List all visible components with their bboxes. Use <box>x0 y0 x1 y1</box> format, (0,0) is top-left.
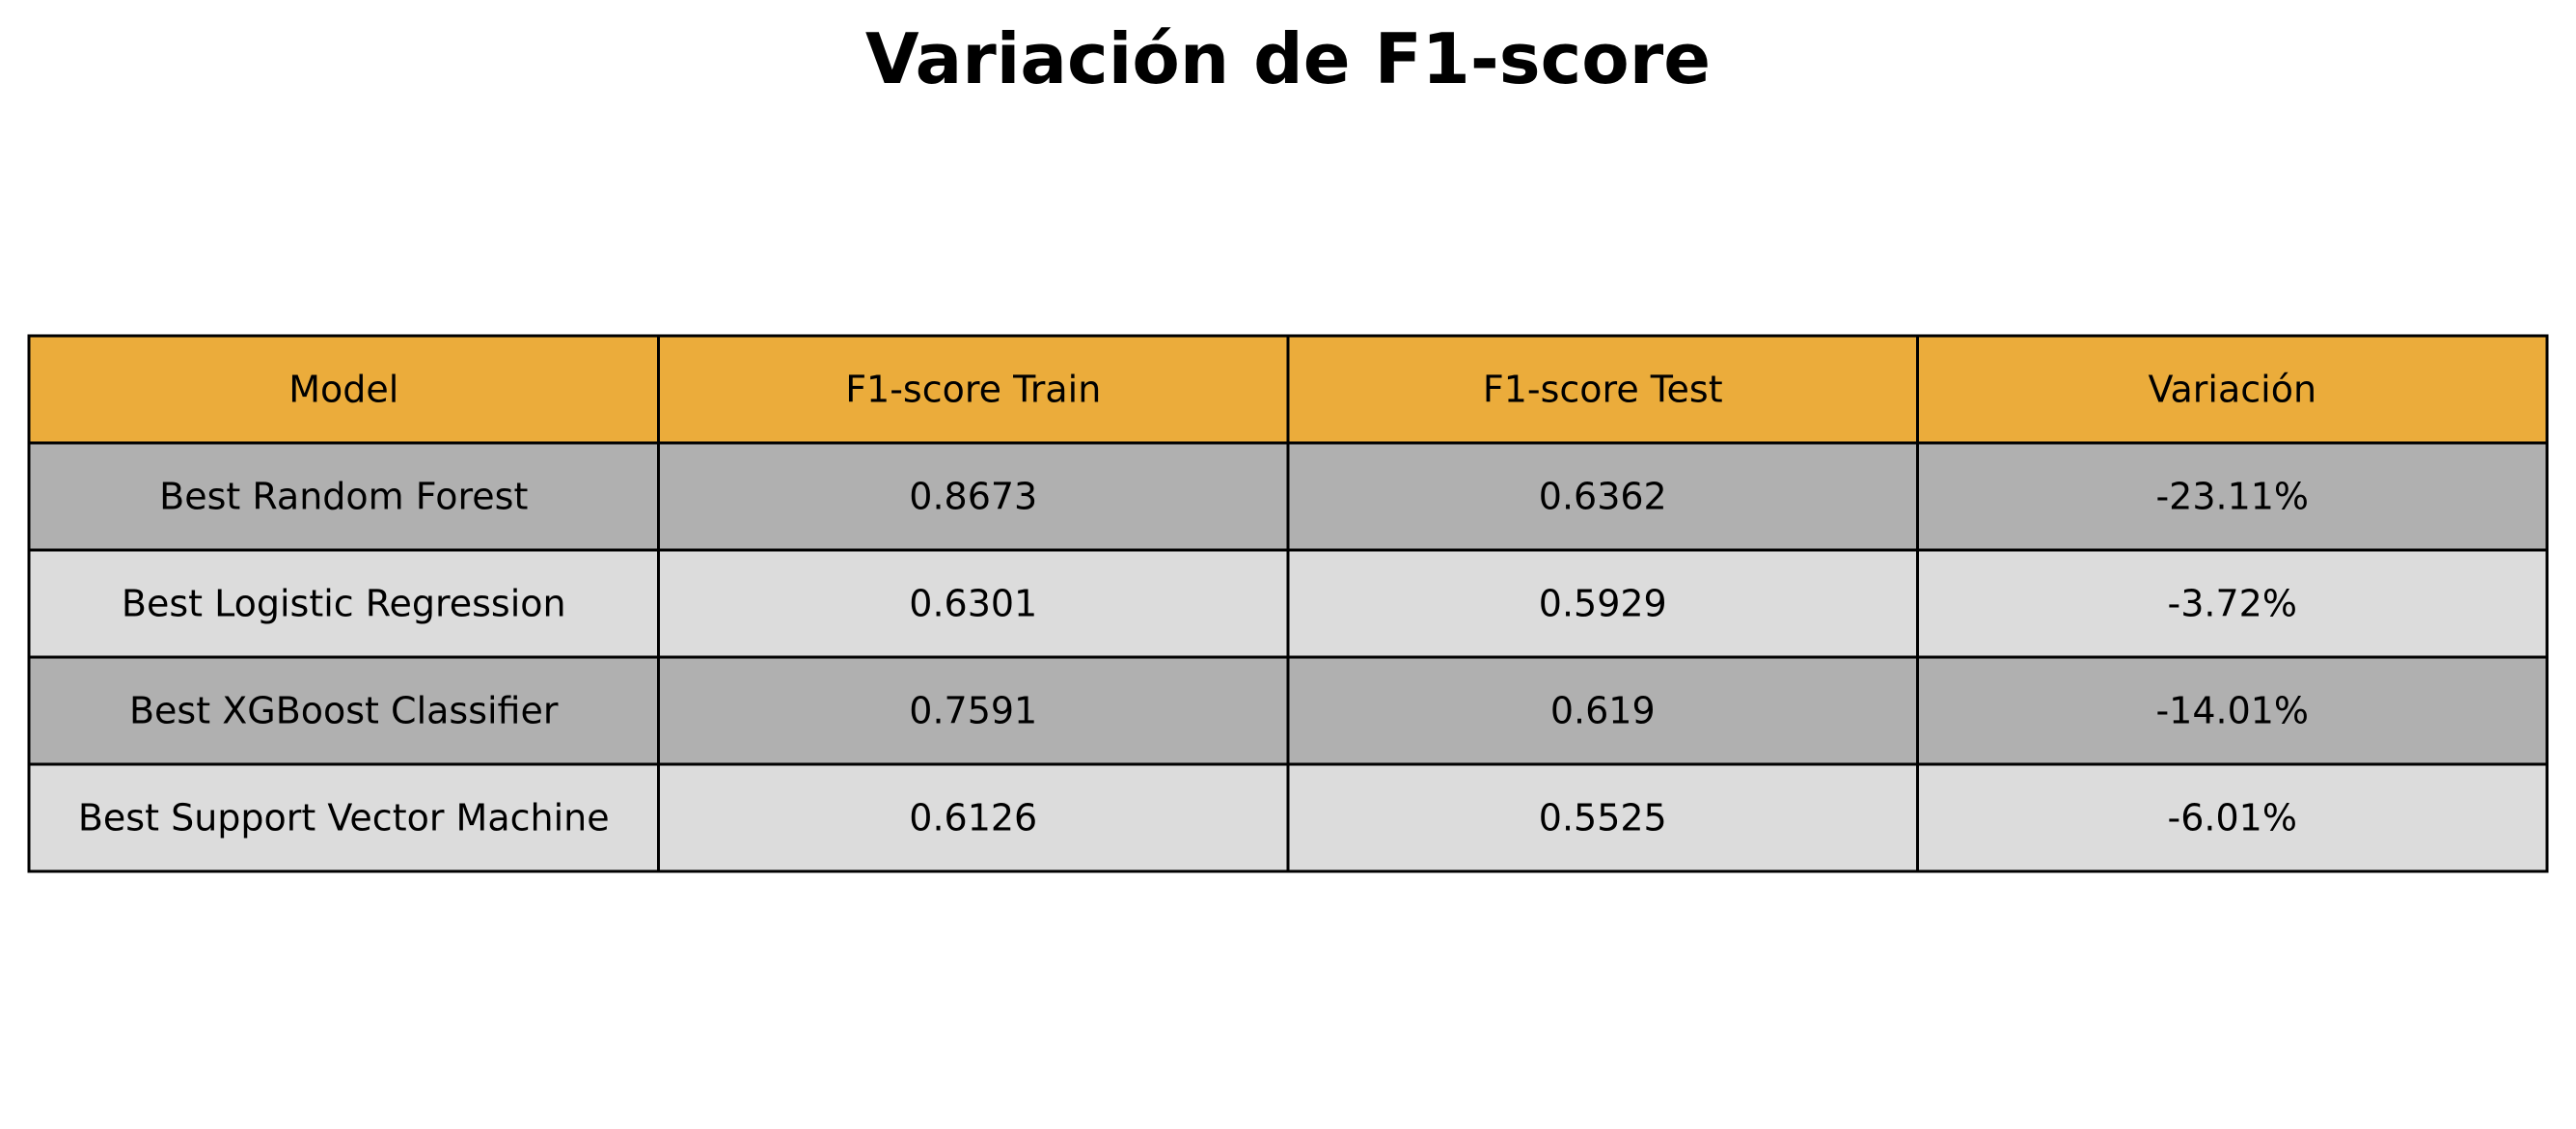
row-1-f1-score-test-cell-text: 0.6362 <box>1539 476 1667 518</box>
row-4-model-cell-text: Best Support Vector Machine <box>78 797 610 840</box>
row-1-f1-score-test-cell: 0.6362 <box>1286 441 1919 552</box>
header-model-cell: Model <box>27 334 660 445</box>
row-4-model-cell-background <box>27 762 660 873</box>
row-3-model-cell-text: Best XGBoost Classifier <box>129 690 559 732</box>
row-4-model-cell: Best Support Vector Machine <box>27 762 660 873</box>
row-1-f1-score-train-cell-text: 0.8673 <box>909 476 1037 518</box>
row-2-model-cell-text: Best Logistic Regression <box>122 583 566 625</box>
row-2-variaci-n-cell: -3.72% <box>1916 548 2549 659</box>
row-2-model-cell: Best Logistic Regression <box>27 548 660 659</box>
row-2-f1-score-train-cell-text: 0.6301 <box>909 583 1037 625</box>
row-4-f1-score-train-cell-background <box>657 762 1290 873</box>
row-4-f1-score-test-cell-text: 0.5525 <box>1539 797 1667 840</box>
row-4-variaci-n-cell: -6.01% <box>1916 762 2549 873</box>
row-4-f1-score-test-cell-background <box>1286 762 1919 873</box>
row-3-f1-score-train-cell-text: 0.7591 <box>909 690 1037 732</box>
row-3-f1-score-test-cell-background <box>1286 655 1919 766</box>
row-3-f1-score-test-cell: 0.619 <box>1286 655 1919 766</box>
row-4-variaci-n-cell-text: -6.01% <box>2168 797 2297 840</box>
row-1-variaci-n-cell-background <box>1916 441 2549 552</box>
row-2-f1-score-train-cell: 0.6301 <box>657 548 1290 659</box>
row-1-variaci-n-cell-text: -23.11% <box>2155 476 2309 518</box>
row-1-variaci-n-cell: -23.11% <box>1916 441 2549 552</box>
header-f1-score-train-cell: F1-score Train <box>657 334 1290 445</box>
row-3-f1-score-train-cell-background <box>657 655 1290 766</box>
row-1-f1-score-test-cell-background <box>1286 441 1919 552</box>
row-1-f1-score-train-cell: 0.8673 <box>657 441 1290 552</box>
header-f1-score-test-cell: F1-score Test <box>1286 334 1919 445</box>
row-4-f1-score-train-cell-text: 0.6126 <box>909 797 1037 840</box>
header-model-cell-background <box>27 334 660 445</box>
row-2-f1-score-train-cell-background <box>657 548 1290 659</box>
row-1-model-cell-text: Best Random Forest <box>159 476 528 518</box>
row-4-f1-score-train-cell: 0.6126 <box>657 762 1290 873</box>
header-variaci-n-cell-text: Variación <box>2148 369 2316 411</box>
row-3-f1-score-train-cell: 0.7591 <box>657 655 1290 766</box>
row-3-model-cell-background <box>27 655 660 766</box>
row-4-f1-score-test-cell: 0.5525 <box>1286 762 1919 873</box>
header-variaci-n-cell: Variación <box>1916 334 2549 445</box>
chart-title: Variación de F1-score <box>864 18 1712 99</box>
row-2-f1-score-test-cell-text: 0.5929 <box>1539 583 1667 625</box>
row-3-f1-score-test-cell-text: 0.619 <box>1550 690 1656 732</box>
row-3-variaci-n-cell: -14.01% <box>1916 655 2549 766</box>
header-f1-score-test-cell-text: F1-score Test <box>1483 369 1723 411</box>
row-2-variaci-n-cell-background <box>1916 548 2549 659</box>
table-outer-border <box>27 334 2549 873</box>
row-4-variaci-n-cell-background <box>1916 762 2549 873</box>
row-1-model-cell: Best Random Forest <box>27 441 660 552</box>
row-3-variaci-n-cell-text: -14.01% <box>2155 690 2309 732</box>
header-model-cell-text: Model <box>288 369 398 411</box>
row-2-variaci-n-cell-text: -3.72% <box>2168 583 2297 625</box>
header-f1-score-test-cell-background <box>1286 334 1919 445</box>
row-2-f1-score-test-cell: 0.5929 <box>1286 548 1919 659</box>
header-f1-score-train-cell-text: F1-score Train <box>845 369 1101 411</box>
row-3-model-cell: Best XGBoost Classifier <box>27 655 660 766</box>
row-3-variaci-n-cell-background <box>1916 655 2549 766</box>
